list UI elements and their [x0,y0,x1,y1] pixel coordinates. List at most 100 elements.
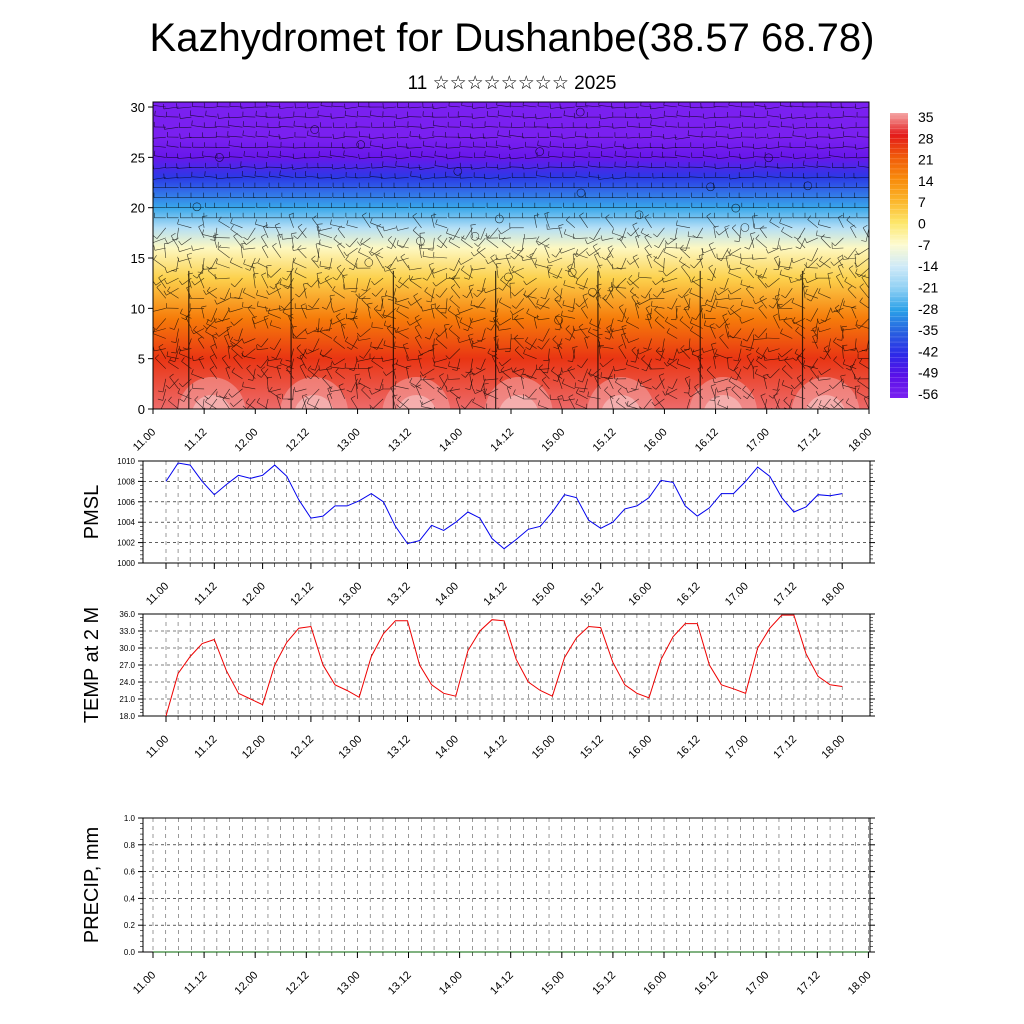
barb-flag [213,317,216,323]
barb-shaft [632,257,640,269]
barb-flag [375,309,381,312]
y-tick-label: 21.0 [119,695,135,704]
barb-shaft [586,126,601,129]
barb-flag [382,226,385,232]
barb-shaft [557,338,563,350]
barb-shaft [778,257,780,270]
barb-flag [809,377,814,382]
colorbar-label: 0 [918,216,926,232]
barb-shaft [486,146,499,148]
barb-shaft [499,368,512,374]
barb-flag [855,324,860,329]
barb-shaft [230,167,243,169]
barb-flag [318,365,320,371]
barb-flag [435,332,440,337]
x-tick-label: 13.00 [337,580,365,608]
barb-flag [667,386,673,390]
y-tick-label: 20 [131,201,145,216]
barb-shaft [663,257,665,272]
barb-flag [269,346,275,351]
barb-shaft [458,136,473,139]
barb-flag [279,170,281,176]
barb-shaft [487,115,499,118]
barb-flag [267,355,269,361]
barb-flag [568,394,574,398]
y-tick-label: 36.0 [119,610,135,619]
barb-shaft [247,227,256,241]
barb-shaft [754,126,767,129]
barb-flag [344,163,346,170]
barb-shaft [690,106,703,109]
barb-flag [806,404,812,409]
barb-flag [746,353,752,357]
barb-flag [228,409,230,414]
barb-flag [752,215,758,217]
barb-shaft [781,231,793,239]
barb-shaft [819,404,831,409]
barb-shaft [640,378,652,385]
barb-flag [740,279,743,285]
barb-shaft [731,389,742,400]
warm-cell-core [601,395,641,409]
barb-shaft [856,157,869,159]
x-tick-label: 17.00 [744,426,772,454]
barb-flag [170,360,175,362]
barb-flag [500,366,505,371]
barb-flag [355,293,360,298]
barb-shaft [260,358,269,369]
barb-flag [154,110,156,116]
x-tick-label: 15.12 [590,969,618,997]
barb-shaft [777,378,780,391]
x-tick-label: 12.00 [233,969,261,997]
barb-shaft [426,267,435,281]
barb-shaft [384,308,397,319]
barb-flag [153,412,156,416]
barb-shaft [181,361,192,369]
barb-flag [681,420,686,421]
barb-flag [272,242,277,247]
barb-shaft [228,116,243,119]
barb-flag [573,252,578,257]
barb-shaft [371,388,384,395]
barb-shaft [395,385,409,390]
barb-shaft [435,223,448,229]
barb-shaft [412,230,422,239]
barb-shaft [609,328,614,340]
barb-shaft [471,318,486,323]
barb-flag [158,344,164,348]
barb-shaft [790,105,806,108]
barb-shaft [816,328,819,343]
barb-shaft [317,247,320,262]
x-tick-label: 16.12 [692,969,720,997]
barb-flag [510,255,515,260]
warm-cell [178,377,246,409]
barb-shaft [301,398,307,409]
barb-flag [621,324,627,328]
barb-shaft [729,267,742,271]
barb-shaft [459,156,473,158]
barb-flag [436,386,442,390]
barb-shaft [833,257,844,266]
barb-flag [291,164,293,170]
barb-flag [446,228,449,234]
barb-shaft [310,368,320,380]
barb-flag [342,274,348,276]
barb-flag [540,297,546,300]
barb-flag [644,214,650,218]
barb-shaft [202,216,205,228]
warm-cell [382,377,451,409]
barb-shaft [497,135,512,138]
barb-shaft [308,388,320,400]
wind-barbs [153,102,869,421]
barb-shaft [755,298,767,305]
barb-flag [573,161,575,167]
barb-flag [370,110,372,116]
barb-shaft [618,346,627,359]
barb-shaft [318,244,333,249]
barb-shaft [593,227,601,240]
barb-flag [525,336,529,342]
barb-flag [498,229,502,235]
barb-flag [670,238,676,240]
barb-shaft [649,308,652,320]
barb-flag [792,316,796,322]
